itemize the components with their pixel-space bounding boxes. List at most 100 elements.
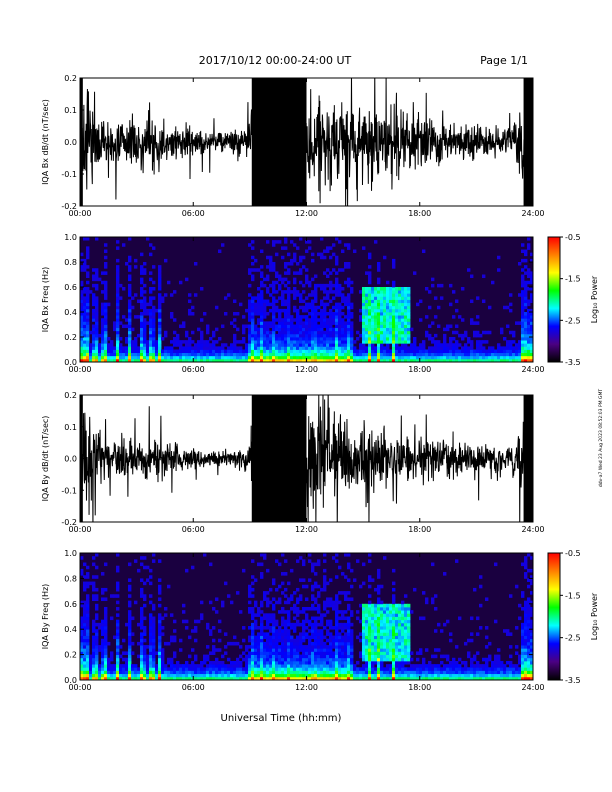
spectrogram-cell	[158, 312, 162, 316]
spectrogram-cell	[389, 312, 393, 316]
spectrogram-cell	[527, 651, 531, 655]
spectrogram-cell	[164, 355, 168, 360]
spectrogram-cell	[392, 587, 396, 592]
spectrogram-cell	[257, 293, 261, 297]
spectrogram-cell	[140, 676, 144, 680]
spectrogram-cell	[335, 305, 339, 310]
x-tick-label: 24:00	[521, 209, 544, 218]
spectrogram-cell	[524, 287, 528, 291]
spectrogram-cell	[374, 290, 378, 294]
spectrogram-cell	[431, 597, 435, 602]
spectrogram-cell	[119, 343, 123, 347]
spectrogram-cell	[290, 606, 294, 611]
spectrogram-cell	[404, 645, 408, 649]
spectrogram-cell	[122, 664, 126, 668]
spectrogram-cell	[314, 619, 318, 624]
spectrogram-cell	[260, 600, 264, 605]
spectrogram-cell	[413, 355, 417, 360]
spectrogram-cell	[293, 355, 297, 360]
spectrogram-cell	[434, 315, 438, 319]
spectrogram-cell	[374, 629, 378, 633]
spectrogram-cell	[380, 287, 384, 291]
spectrogram-cell	[116, 293, 120, 297]
spectrogram-cell	[530, 318, 533, 322]
spectrogram-cell	[323, 584, 327, 589]
spectrogram-cell	[308, 337, 312, 341]
spectrogram-cell	[320, 667, 324, 671]
spectrogram-cell	[524, 635, 528, 640]
spectrogram-cell	[230, 660, 234, 665]
spectrogram-cell	[410, 610, 414, 614]
spectrogram-cell	[302, 622, 306, 627]
spectrogram-cell	[251, 559, 255, 563]
spectrogram-cell	[287, 333, 291, 338]
spectrogram-cell	[299, 299, 303, 304]
spectrogram-cell	[158, 584, 162, 589]
spectrogram-cell	[251, 274, 255, 279]
spectrogram-cell	[341, 249, 345, 254]
spectrogram-cell	[92, 277, 96, 282]
spectrogram-cell	[293, 346, 297, 350]
spectrogram-cell	[146, 349, 150, 354]
spectrogram-cell	[404, 626, 408, 630]
spectrogram-cell	[257, 346, 261, 350]
y-tick-label: 0.2	[64, 651, 77, 660]
spectrogram-cell	[458, 358, 462, 362]
spectrogram-cell	[260, 305, 264, 310]
spectrogram-cell	[407, 287, 411, 291]
spectrogram-cell	[488, 355, 492, 360]
spectrogram-cell	[296, 343, 300, 347]
spectrogram-cell	[494, 654, 498, 659]
spectrogram-cell	[338, 676, 342, 680]
spectrogram-cell	[149, 308, 153, 313]
spectrogram-cell	[362, 355, 366, 360]
spectrogram-cell	[317, 676, 321, 680]
spectrogram-cell	[335, 349, 339, 354]
spectrogram-cell	[119, 283, 123, 288]
spectrogram-cell	[377, 619, 381, 624]
spectrogram-cell	[449, 346, 453, 350]
spectrogram-cell	[119, 296, 123, 300]
spectrogram-cell	[272, 581, 276, 586]
spectrogram-cell	[146, 355, 150, 360]
spectrogram-cell	[377, 657, 381, 662]
spectrogram-cell	[344, 648, 348, 652]
spectrogram-cell	[374, 648, 378, 652]
spectrogram-cell	[395, 358, 399, 362]
spectrogram-cell	[149, 271, 153, 275]
spectrogram-cell	[395, 340, 399, 344]
spectrogram-cell	[92, 293, 96, 297]
spectrogram-cell	[209, 358, 213, 362]
spectrogram-cell	[92, 645, 96, 649]
spectrogram-cell	[113, 670, 117, 675]
spectrogram-cell	[443, 346, 447, 350]
spectrogram-cell	[389, 287, 393, 291]
spectrogram-cell	[266, 277, 270, 282]
spectrogram-cell	[497, 657, 501, 662]
spectrogram-cell	[182, 673, 186, 678]
spectrogram-cell	[392, 290, 396, 294]
spectrogram-cell	[239, 676, 243, 680]
spectrogram-cell	[248, 315, 252, 319]
spectrogram-cell	[140, 340, 144, 344]
spectrogram-cell	[308, 660, 312, 665]
spectrogram-cell	[260, 346, 264, 350]
spectrogram-cell	[359, 619, 363, 624]
spectrogram-cell	[329, 635, 333, 640]
spectrogram-cell	[509, 302, 513, 307]
spectrogram-cell	[149, 673, 153, 678]
spectrogram-cell	[101, 340, 105, 344]
spectrogram-cell	[158, 651, 162, 655]
spectrogram-cell	[83, 610, 87, 614]
spectrogram-cell	[281, 648, 285, 652]
spectrogram-cell	[359, 651, 363, 655]
spectrogram-cell	[266, 641, 270, 646]
spectrogram-cell	[398, 629, 402, 633]
spectrogram-cell	[149, 581, 153, 586]
spectrogram-cell	[92, 355, 96, 360]
spectrogram-cell	[128, 645, 132, 649]
spectrogram-cell	[530, 277, 533, 282]
spectrogram-cell	[233, 318, 237, 322]
spectrogram-cell	[272, 302, 276, 307]
spectrogram-cell	[341, 305, 345, 310]
